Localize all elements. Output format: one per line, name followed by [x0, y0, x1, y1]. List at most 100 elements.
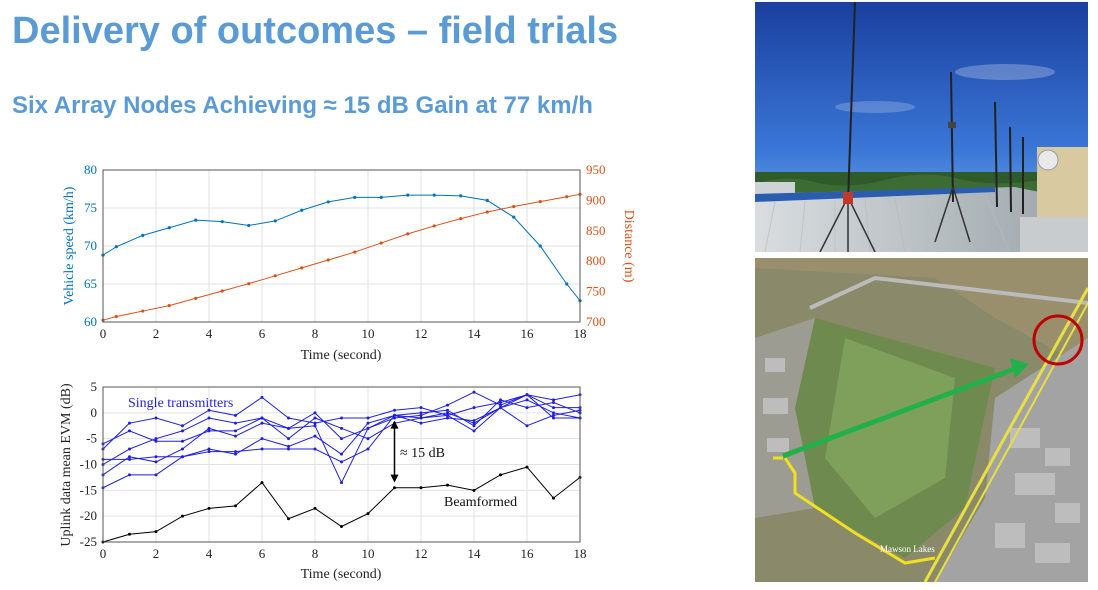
gain-label: ≈ 15 dB	[400, 446, 445, 461]
chart2-x-tick-label: 14	[468, 546, 482, 561]
chart1-x-tick-label: 14	[468, 326, 482, 341]
chart1-y2-tick-label: 950	[586, 162, 606, 177]
chart2-x-tick-label: 6	[259, 546, 266, 561]
single-transmitter-point	[181, 447, 184, 451]
chart1-x-tick-label: 8	[312, 326, 319, 341]
speed-point	[432, 193, 436, 197]
chart1-y2-tick-label: 750	[586, 284, 606, 299]
gain-arrow	[390, 420, 399, 483]
single-transmitter-point	[313, 447, 317, 451]
distance-point	[353, 250, 357, 254]
single-transmitter-point	[181, 439, 184, 443]
chart1-y-axis-label: Vehicle speed (km/h)	[62, 186, 77, 305]
single-transmitter-point	[234, 434, 237, 438]
single-transmitter-point	[154, 460, 158, 464]
single-transmitter-point	[207, 447, 211, 451]
distance-point	[194, 296, 198, 300]
single-transmitter-point	[207, 408, 211, 412]
chart1-x-tick-label: 12	[415, 326, 428, 341]
single-transmitter-point	[260, 447, 264, 451]
distance-point	[565, 195, 569, 199]
chart1-y2-axis-label: Distance (m)	[621, 210, 636, 283]
chart1-y2-tick-label: 900	[586, 192, 606, 207]
single-transmitter-point	[499, 406, 502, 410]
single-transmitter-point	[366, 447, 370, 451]
single-transmitter-point	[313, 421, 317, 425]
rooftop-antenna-photo	[755, 2, 1088, 252]
speed-point	[406, 193, 410, 197]
single-transmitter-point	[154, 473, 158, 477]
chart2-y-tick-label: -10	[80, 457, 97, 472]
chart1-y2-tick-label: 850	[586, 223, 606, 238]
chart1-y-tick-label: 60	[84, 314, 97, 329]
single-transmitter-point	[419, 411, 423, 415]
speed-point	[300, 208, 304, 212]
distance-series-line	[102, 193, 581, 321]
distance-point	[485, 210, 489, 214]
single-transmitter-point	[393, 408, 396, 412]
single-transmitter-point	[419, 421, 423, 425]
single-transmitter-point	[472, 419, 476, 423]
beamformed-point	[499, 473, 502, 477]
distance-point	[167, 303, 171, 308]
single-transmitter-point	[525, 406, 529, 410]
chart2-x-tick-label: 16	[521, 546, 535, 561]
single-transmitter-point	[181, 424, 184, 428]
speed-point	[220, 220, 224, 224]
single-transmitter-point	[552, 406, 555, 410]
single-transmitter-point	[446, 411, 449, 415]
chart2-y-tick-label: -5	[86, 431, 97, 446]
target-circle	[1032, 314, 1084, 366]
single-transmitter-point	[260, 437, 264, 441]
single-transmitter-point	[525, 393, 529, 397]
distance-point	[326, 258, 330, 262]
single-transmitter-point	[366, 421, 370, 425]
speed-point	[167, 226, 171, 230]
chart2-y-tick-label: -20	[80, 508, 97, 523]
slide-subtitle: Six Array Nodes Achieving ≈ 15 dB Gain a…	[12, 92, 593, 119]
link-arrow	[782, 365, 1018, 459]
distance-point	[300, 266, 304, 270]
chart1-ticks: 0 2 4 6 8 10 12 14 16 18 60 65 70 75 80 700 750 800 850 900…	[84, 162, 606, 341]
beamformed-point	[419, 486, 423, 490]
speed-point	[379, 195, 383, 199]
single-transmitter-point	[499, 398, 502, 402]
chart2-series	[101, 390, 582, 544]
map-place-label: Mawson Lakes	[880, 544, 935, 554]
speed-point	[114, 245, 118, 249]
speed-point	[485, 198, 489, 202]
evm-chart: 0 2 4 6 8 10 12 14 16 18 -25 -20 -15 -10 -5 0 5 Single t…	[59, 379, 587, 582]
single-transmitter-point	[287, 426, 290, 430]
chart1-y-tick-label: 70	[84, 238, 97, 253]
chart1-x-tick-label: 6	[259, 326, 266, 341]
single-transmitter-point	[340, 460, 343, 464]
chart1-series	[101, 192, 582, 322]
beamformed-point	[181, 514, 184, 518]
chart1-plot-frame	[102, 169, 581, 323]
single-transmitter-point	[207, 416, 211, 420]
chart2-x-tick-label: 4	[206, 546, 213, 561]
chart2-y-tick-label: -15	[80, 482, 97, 497]
single-transmitter-point	[446, 408, 449, 412]
single-transmitter-point	[234, 450, 237, 454]
slide-title: Delivery of outcomes – field trials	[12, 10, 619, 52]
single-transmitter-point	[419, 406, 423, 410]
beamformed-point	[207, 506, 211, 510]
single-transmitter-point	[207, 450, 211, 454]
speed-point	[194, 218, 198, 222]
chart1-y-tick-label: 80	[84, 162, 97, 177]
beamformed-point	[154, 530, 158, 534]
chart1-y2-tick-label: 700	[586, 314, 606, 329]
distance-point	[247, 282, 251, 286]
speed-point	[326, 200, 330, 204]
single-transmitter-point	[234, 421, 237, 425]
chart2-y-tick-label: -25	[80, 534, 97, 549]
single-transmitter-point	[419, 416, 423, 420]
chart1-x-tick-label: 0	[100, 326, 107, 341]
distance-point	[432, 224, 436, 228]
distance-point	[273, 274, 277, 278]
chart2-y-tick-label: 0	[91, 405, 98, 420]
speed-point	[538, 244, 542, 248]
single-transmitter-point	[260, 416, 264, 420]
single-transmitter-point	[313, 434, 317, 438]
